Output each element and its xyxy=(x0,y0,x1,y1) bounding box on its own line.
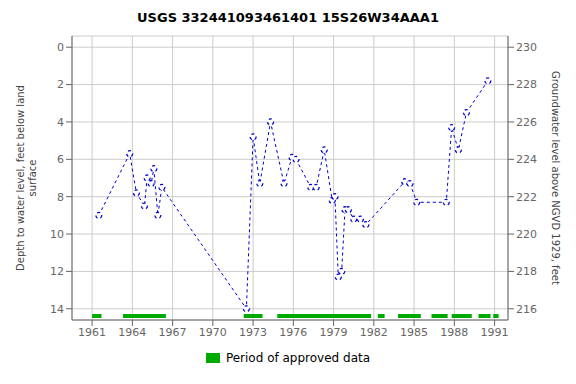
svg-text:12: 12 xyxy=(50,265,64,278)
svg-text:1979: 1979 xyxy=(320,326,348,339)
svg-text:230: 230 xyxy=(516,41,537,54)
html-text:Period of approved data: Period of approved data xyxy=(225,351,371,365)
svg-text:1976: 1976 xyxy=(279,326,307,339)
svg-text:226: 226 xyxy=(516,116,537,129)
svg-text:0: 0 xyxy=(57,41,64,54)
svg-text:1967: 1967 xyxy=(159,326,187,339)
svg-text:1973: 1973 xyxy=(239,326,267,339)
svg-text:224: 224 xyxy=(516,153,537,166)
svg-text:220: 220 xyxy=(516,228,537,241)
svg-text:8: 8 xyxy=(57,191,64,204)
svg-text:1991: 1991 xyxy=(481,326,509,339)
svg-text:222: 222 xyxy=(516,191,537,204)
svg-text:1964: 1964 xyxy=(118,326,146,339)
svg-text:1982: 1982 xyxy=(360,326,388,339)
svg-text:2: 2 xyxy=(57,78,64,91)
svg-text:218: 218 xyxy=(516,265,537,278)
svg-text:216: 216 xyxy=(516,303,537,316)
svg-text:10: 10 xyxy=(50,228,64,241)
html-text:USGS 332441093461401 15S26W34A: USGS 332441093461401 15S26W34AAA1 xyxy=(137,10,439,25)
svg-text:228: 228 xyxy=(516,78,537,91)
svg-text:1985: 1985 xyxy=(400,326,428,339)
svg-text:14: 14 xyxy=(50,303,64,316)
svg-text:6: 6 xyxy=(57,153,64,166)
svg-text:Depth to water level, feet bel: Depth to water level, feet below landsur… xyxy=(15,85,38,271)
svg-text:1961: 1961 xyxy=(78,326,106,339)
svg-text:4: 4 xyxy=(57,116,64,129)
svg-text:1970: 1970 xyxy=(199,326,227,339)
svg-text:Groundwater level above NGVD 1: Groundwater level above NGVD 1929, feet xyxy=(550,71,561,285)
svg-text:1988: 1988 xyxy=(440,326,468,339)
